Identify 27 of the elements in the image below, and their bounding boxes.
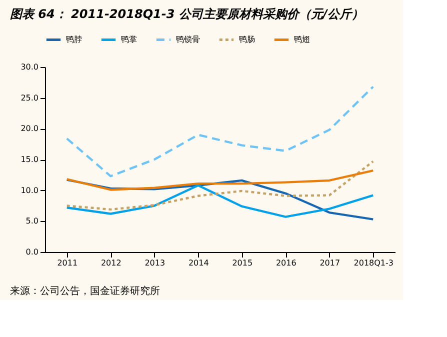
y-tick-label: 25.0 [20,93,38,102]
x-tick-label: 2017 [320,258,340,268]
legend-label: 鸭脖 [66,34,82,44]
line-series [66,170,374,191]
x-tick-label: 2013 [144,258,166,268]
legend-label: 鸭肠 [239,34,255,44]
y-tick-label: 5.0 [26,216,38,226]
x-tick-label: 2018Q1-3 [354,258,394,268]
y-tick-label: 30.0 [20,62,38,72]
x-tick-label: 2016 [276,258,296,268]
y-tick-label: 0.0 [26,248,38,256]
legend-label: 鸭翅 [294,34,310,44]
chart-title: 图表 64： 2011-2018Q1-3 公司主要原材料采购价（元/公斤） [10,7,364,21]
y-tick-label: 10.0 [20,186,38,195]
x-tick-label: 2014 [188,258,209,268]
line-series [66,160,374,211]
source-note: 来源：公司公告，国金证券研究所 [10,285,160,297]
y-tick-label: 15.0 [20,155,38,164]
x-tick-label: 2011 [57,258,78,268]
x-tick-label: 2015 [232,258,253,268]
y-tick-label: 20.0 [20,124,38,134]
legend-label: 鸭掌 [121,34,137,44]
line-series [66,178,374,220]
line-series [66,86,374,178]
legend-label: 鸭锁骨 [176,34,200,44]
x-tick-label: 2012 [100,258,122,268]
line-series [66,184,374,218]
